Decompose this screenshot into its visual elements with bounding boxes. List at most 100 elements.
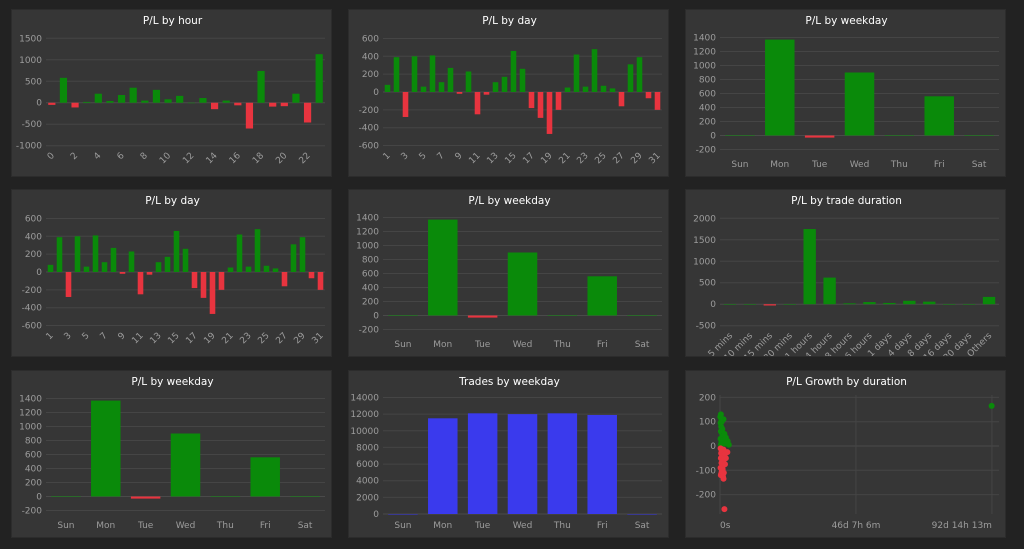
chart-title: P/L by weekday bbox=[805, 15, 887, 27]
bar-15 mins bbox=[763, 304, 776, 306]
bar-12 bbox=[483, 92, 490, 95]
chart-pl-by-weekday-middle-svg: P/L by weekday -200 0 200 400 600 800 1000 1200 1… bbox=[356, 195, 662, 350]
chart-pl-growth-by-duration: P/L Growth by duration -200 -100 0 100 200 0s 4… bbox=[685, 370, 1006, 538]
x-tick-label: 19 bbox=[202, 331, 217, 346]
x-tick-label: 15 bbox=[166, 331, 181, 346]
bar-4 bbox=[94, 93, 102, 103]
chart-title: P/L by weekday bbox=[468, 195, 550, 207]
bar-31 bbox=[654, 92, 661, 110]
bar-11 bbox=[137, 272, 144, 295]
y-tick-label: -200 bbox=[696, 491, 717, 501]
bar-16 bbox=[182, 248, 189, 272]
x-tick-label: Sat bbox=[635, 521, 650, 531]
x-tick-label: 15 bbox=[503, 151, 518, 166]
x-tick-label: 31 bbox=[310, 331, 325, 346]
chart-title: P/L by day bbox=[145, 195, 200, 207]
y-tick-label: 600 bbox=[25, 214, 42, 224]
x-tick-label: Mon bbox=[96, 521, 115, 531]
y-tick-label: -100 bbox=[696, 466, 717, 476]
bar-12 bbox=[187, 102, 195, 104]
bar-5 mins bbox=[723, 304, 737, 305]
x-tick-label: Thu bbox=[216, 521, 234, 531]
bar-3 bbox=[83, 101, 91, 103]
scatter-point bbox=[717, 413, 724, 420]
y-tick-label: 1500 bbox=[19, 34, 42, 44]
x-tick-label: 0s bbox=[720, 521, 731, 531]
chart-title: Trades by weekday bbox=[458, 376, 560, 388]
x-tick-label: Mon bbox=[770, 160, 789, 170]
x-tick-label: 27 bbox=[274, 331, 289, 346]
y-tick-label: -500 bbox=[22, 120, 43, 130]
bar-15 bbox=[510, 50, 517, 92]
bar-Sun bbox=[388, 514, 418, 515]
bar-0 bbox=[48, 102, 56, 105]
bar-10 bbox=[164, 99, 172, 103]
scatter-point bbox=[724, 439, 731, 446]
chart-pl-by-day-middle: P/L by day -600 -400 -200 0 200 400 600 1 3 5 7 9 11 1… bbox=[11, 189, 332, 357]
bar-4 hours bbox=[823, 277, 836, 305]
x-tick-label: 22 bbox=[298, 151, 313, 166]
x-tick-label: Sat bbox=[635, 340, 650, 350]
x-tick-label: Tue bbox=[137, 521, 154, 531]
x-tick-label: 3 bbox=[62, 331, 73, 342]
bar-Tue bbox=[467, 413, 498, 514]
bar-27 bbox=[281, 272, 288, 287]
y-tick-label: 400 bbox=[699, 104, 716, 114]
y-tick-label: 600 bbox=[699, 90, 716, 100]
bar-18 bbox=[257, 70, 265, 103]
y-tick-label: 0 bbox=[710, 442, 716, 452]
y-tick-label: -500 bbox=[696, 322, 717, 332]
bar-Fri bbox=[587, 414, 617, 514]
bar-Sat bbox=[964, 135, 994, 136]
bar-Others bbox=[982, 296, 996, 305]
bar-Wed bbox=[170, 433, 201, 497]
x-tick-label: Wed bbox=[513, 521, 533, 531]
bar-Wed bbox=[844, 72, 875, 136]
y-tick-label: 1000 bbox=[356, 242, 379, 252]
x-tick-label: 31 bbox=[647, 151, 662, 166]
bar-6 bbox=[429, 55, 436, 92]
x-tick-label: 1 bbox=[44, 331, 55, 342]
x-tick-label: 7 bbox=[435, 151, 446, 162]
bar-4 days bbox=[903, 300, 916, 305]
bar-1 bbox=[59, 77, 68, 103]
bar-12 bbox=[146, 272, 153, 275]
bar-3 bbox=[65, 272, 72, 297]
bar-11 bbox=[474, 92, 481, 115]
chart-pl-by-weekday-bottom: P/L by weekday -200 0 200 400 600 800 1000 1200 1… bbox=[11, 370, 332, 538]
bar-6 bbox=[117, 95, 126, 103]
y-tick-label: 0 bbox=[373, 510, 379, 520]
chart-title: P/L Growth by duration bbox=[786, 376, 907, 388]
x-tick-label: 2 bbox=[69, 151, 80, 162]
x-tick-label: 25 bbox=[256, 331, 271, 346]
bar-Mon bbox=[428, 219, 458, 316]
x-tick-label: Sun bbox=[394, 521, 411, 531]
bar-10 bbox=[465, 71, 472, 92]
x-tick-label: 9 bbox=[116, 331, 127, 342]
y-tick-label: 6000 bbox=[356, 460, 379, 470]
y-tick-label: 0 bbox=[710, 300, 716, 310]
bar-24 bbox=[591, 49, 598, 92]
bar-9 bbox=[119, 272, 126, 274]
y-tick-label: 1400 bbox=[356, 214, 379, 224]
y-tick-label: 0 bbox=[373, 312, 379, 322]
bar-1 hours bbox=[803, 229, 816, 305]
bar-26 bbox=[272, 268, 279, 272]
bar-16 days bbox=[943, 304, 956, 305]
bar-23 bbox=[245, 266, 252, 272]
chart-pl-by-day-top: P/L by day -600 -400 -200 0 200 400 600 1 3 5 7 9 11 1… bbox=[348, 9, 669, 177]
bar-19 bbox=[546, 92, 553, 134]
bar-24 bbox=[254, 229, 261, 272]
y-tick-label: -200 bbox=[359, 326, 380, 336]
bar-30 days bbox=[962, 304, 976, 305]
bar-4 bbox=[74, 236, 81, 272]
x-tick-label: 27 bbox=[611, 151, 626, 166]
x-tick-label: Fri bbox=[597, 340, 608, 350]
y-tick-label: 2000 bbox=[356, 493, 379, 503]
y-tick-label: 1200 bbox=[693, 48, 716, 58]
bar-Sat bbox=[627, 315, 657, 316]
x-tick-label: Wed bbox=[850, 160, 870, 170]
y-tick-label: 600 bbox=[25, 451, 42, 461]
x-tick-label: Thu bbox=[553, 521, 571, 531]
x-tick-label: Fri bbox=[597, 521, 608, 531]
